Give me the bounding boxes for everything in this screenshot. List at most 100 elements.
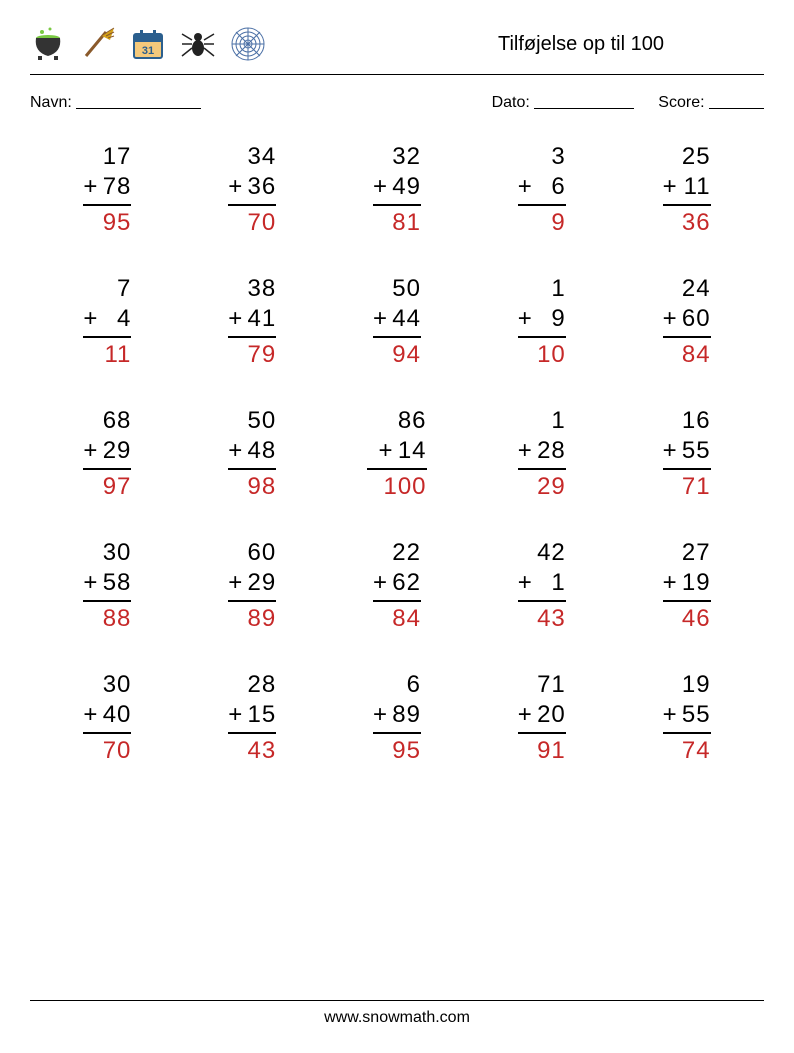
- operand-a: 50: [244, 406, 276, 436]
- problem-stack: 60+2989: [228, 538, 276, 634]
- operand-a: 32: [389, 142, 421, 172]
- problem: 38+4179: [185, 274, 320, 370]
- calendar-icon: 31: [130, 26, 166, 62]
- operand-b: 40: [99, 700, 131, 730]
- problem-stack: 27+1946: [663, 538, 711, 634]
- problem-stack: 24+6084: [663, 274, 711, 370]
- answer: 97: [99, 472, 131, 502]
- problem-stack: 71+2091: [518, 670, 566, 766]
- answer: 43: [534, 604, 566, 634]
- operator: +: [518, 172, 534, 202]
- operator: +: [228, 172, 244, 202]
- worksheet-title: Tilføjelse op til 100: [498, 33, 664, 56]
- meta-score: Score:: [658, 89, 764, 112]
- operator: +: [83, 304, 99, 334]
- problem-stack: 50+4494: [373, 274, 421, 370]
- web-icon: [230, 26, 266, 62]
- operator: +: [518, 304, 534, 334]
- problem-stack: 19+5574: [663, 670, 711, 766]
- operator: +: [228, 568, 244, 598]
- operand-b: 49: [389, 172, 421, 202]
- operand-b: 44: [389, 304, 421, 334]
- cauldron-icon: [30, 26, 66, 62]
- answer: 98: [244, 472, 276, 502]
- dato-input[interactable]: [534, 91, 634, 109]
- problem-stack: 34+3670: [228, 142, 276, 238]
- operand-b: 48: [244, 436, 276, 466]
- problem-stack: 25+1136: [663, 142, 711, 238]
- operand-b: 15: [244, 700, 276, 730]
- worksheet-page: 31 Tilføjelse op til 100 Navn:: [0, 0, 794, 1053]
- answer: 36: [679, 208, 711, 238]
- operand-a: 30: [99, 538, 131, 568]
- operator: +: [663, 700, 679, 730]
- operator: +: [83, 568, 99, 598]
- answer: 71: [679, 472, 711, 502]
- answer: 88: [99, 604, 131, 634]
- answer: 46: [679, 604, 711, 634]
- problem: 22+6284: [330, 538, 465, 634]
- operand-a: 7: [99, 274, 131, 304]
- problem: 1+910: [474, 274, 609, 370]
- header-icons: 31: [30, 26, 266, 62]
- problem: 17+7895: [40, 142, 175, 238]
- spider-icon: [180, 26, 216, 62]
- operand-b: 6: [534, 172, 566, 202]
- operand-b: 20: [534, 700, 566, 730]
- operand-a: 1: [534, 406, 566, 436]
- footer-url: www.snowmath.com: [324, 1009, 470, 1026]
- footer-rule: [30, 1000, 764, 1001]
- svg-text:31: 31: [142, 45, 154, 57]
- answer: 100: [383, 472, 426, 502]
- operator: +: [83, 700, 99, 730]
- operand-a: 19: [679, 670, 711, 700]
- score-label: Score:: [658, 94, 704, 111]
- operator: +: [373, 172, 389, 202]
- operand-b: 14: [395, 436, 427, 466]
- answer: 81: [389, 208, 421, 238]
- answer: 84: [679, 340, 711, 370]
- answer: 84: [389, 604, 421, 634]
- answer: 95: [389, 736, 421, 766]
- dato-label: Dato:: [492, 94, 530, 111]
- operator: +: [518, 700, 534, 730]
- operator: +: [663, 436, 679, 466]
- problem: 71+2091: [474, 670, 609, 766]
- problem-stack: 1+2829: [518, 406, 566, 502]
- navn-input[interactable]: [76, 91, 201, 109]
- operator: +: [518, 568, 534, 598]
- operand-a: 3: [534, 142, 566, 172]
- operand-a: 42: [534, 538, 566, 568]
- operand-b: 62: [389, 568, 421, 598]
- problem-stack: 30+4070: [83, 670, 131, 766]
- operand-b: 58: [99, 568, 131, 598]
- problem: 34+3670: [185, 142, 320, 238]
- operator: +: [373, 568, 389, 598]
- operator: +: [663, 172, 679, 202]
- answer: 95: [99, 208, 131, 238]
- footer: www.snowmath.com: [0, 1000, 794, 1027]
- answer: 70: [99, 736, 131, 766]
- problem-stack: 68+2997: [83, 406, 131, 502]
- operand-a: 28: [244, 670, 276, 700]
- operand-b: 89: [389, 700, 421, 730]
- problem: 1+2829: [474, 406, 609, 502]
- problem-stack: 22+6284: [373, 538, 421, 634]
- answer: 89: [244, 604, 276, 634]
- operator: +: [518, 436, 534, 466]
- operand-a: 68: [99, 406, 131, 436]
- score-input[interactable]: [709, 91, 764, 109]
- problem: 28+1543: [185, 670, 320, 766]
- answer: 29: [534, 472, 566, 502]
- answer: 91: [534, 736, 566, 766]
- operand-b: 1: [534, 568, 566, 598]
- problem: 3+69: [474, 142, 609, 238]
- broom-icon: [80, 26, 116, 62]
- problem: 30+58 88: [40, 538, 175, 634]
- operand-a: 38: [244, 274, 276, 304]
- problem-stack: 38+4179: [228, 274, 276, 370]
- operand-a: 60: [244, 538, 276, 568]
- problem: 86+14100: [330, 406, 465, 502]
- operand-a: 86: [395, 406, 427, 436]
- operand-b: 11: [679, 172, 711, 202]
